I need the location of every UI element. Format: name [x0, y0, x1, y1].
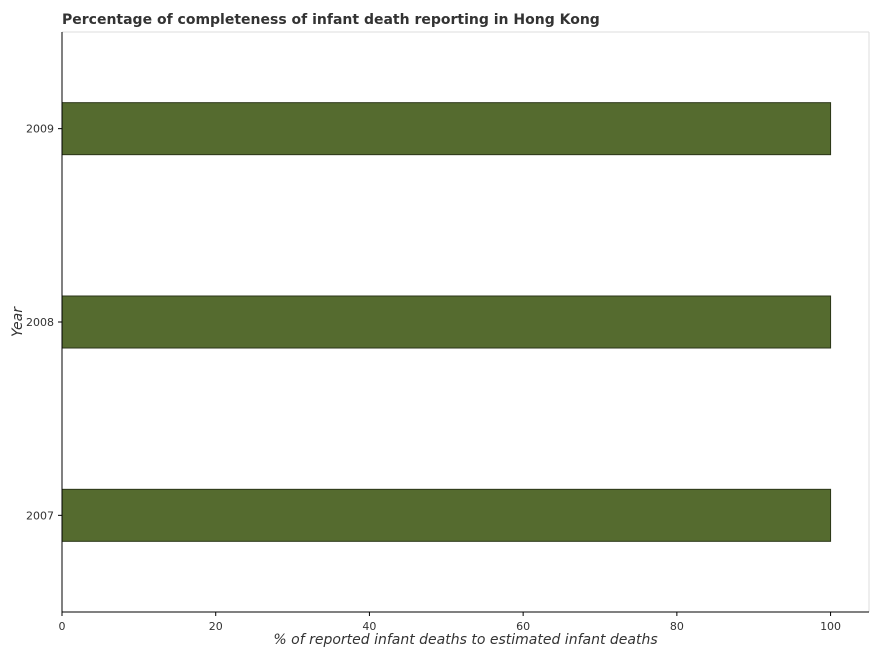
x-tick-label-20: 20 [209, 620, 223, 633]
x-tick-label-60: 60 [516, 620, 530, 633]
y-tick-label-2008: 2008 [26, 316, 54, 329]
x-axis-label: % of reported infant deaths to estimated… [273, 632, 657, 648]
y-tick-label-2007: 2007 [26, 509, 54, 522]
x-tick-label-80: 80 [670, 620, 684, 633]
x-tick-label-40: 40 [362, 620, 376, 633]
chart-title: Percentage of completeness of infant dea… [62, 12, 600, 28]
bar-2009 [61, 102, 832, 156]
plot-area: 2007 2008 2009 0 20 40 60 80 100 [26, 31, 870, 633]
x-tick-label-0: 0 [59, 620, 66, 633]
y-axis-label: Year [10, 306, 26, 337]
y-tick-label-2009: 2009 [26, 123, 54, 136]
x-tick-label-100: 100 [820, 620, 841, 633]
bar-2008 [61, 295, 832, 349]
bar-2007 [61, 488, 832, 542]
